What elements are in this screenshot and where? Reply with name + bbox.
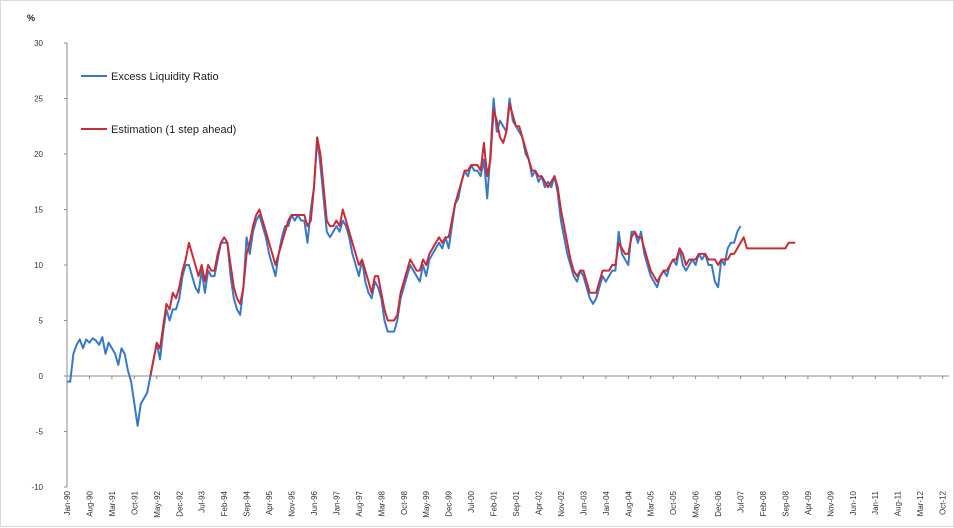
y-tick-label: 5 — [39, 317, 44, 326]
x-tick-label: Mar-12 — [916, 490, 925, 516]
x-tick-label: Jan-90 — [63, 490, 72, 515]
x-tick-label: Feb-08 — [759, 490, 768, 516]
x-tick-label: Jun-96 — [310, 490, 319, 515]
x-tick-label: Apr-09 — [804, 490, 813, 515]
x-tick-label: Jun-10 — [849, 490, 858, 515]
x-tick-label: Aug-97 — [355, 490, 364, 516]
x-tick-labels: Jan-90 Aug-90 Mar-91 Oct-91 May-92 Dec-92 Jul-… — [63, 376, 948, 518]
x-tick-label: May-92 — [153, 490, 162, 517]
x-tick-label: Jul-07 — [737, 490, 746, 512]
x-tick-label: Jun-03 — [579, 490, 588, 515]
y-tick-label: 10 — [34, 261, 43, 270]
y-tick-label: 30 — [34, 39, 43, 48]
x-tick-label: Nov-02 — [557, 490, 566, 516]
x-tick-label: Nov-09 — [826, 490, 835, 516]
x-tick-label: Dec-99 — [445, 490, 454, 516]
x-tick-label: Jul-00 — [467, 490, 476, 512]
legend: Excess Liquidity Ratio Estimation (1 step… — [81, 71, 236, 136]
x-tick-label: Sep-08 — [781, 490, 790, 516]
x-tick-label: Jul-93 — [198, 490, 207, 512]
y-tick-label: 25 — [34, 95, 43, 104]
legend-label: Excess Liquidity Ratio — [111, 71, 219, 83]
y-tick-label: 15 — [34, 206, 43, 215]
x-tick-label: Sep-94 — [243, 490, 252, 516]
x-tick-label: Mar-05 — [647, 490, 656, 516]
series-lines — [67, 97, 796, 427]
x-tick-label: Oct-12 — [939, 490, 948, 515]
x-tick-label: Oct-05 — [669, 490, 678, 515]
y-tick-labels: -10 -5 0 5 10 15 20 25 30 — [31, 39, 67, 492]
x-tick-label: Aug-04 — [624, 490, 633, 516]
y-tick-label: 0 — [39, 372, 44, 381]
x-tick-label: Jan-97 — [332, 490, 341, 515]
y-axis-unit-label: % — [27, 13, 35, 23]
x-tick-label: Jan-11 — [871, 490, 880, 514]
series-line-excess-liquidity-ratio — [67, 97, 742, 427]
y-tick-label: -10 — [31, 483, 43, 492]
x-tick-label: Oct-98 — [400, 490, 409, 515]
x-tick-label: Feb-94 — [220, 490, 229, 516]
x-tick-label: Mar-98 — [377, 490, 386, 516]
x-tick-label: Oct-91 — [130, 490, 139, 515]
x-tick-label: May-06 — [692, 490, 701, 517]
y-tick-label: 20 — [34, 150, 43, 159]
legend-label: Estimation (1 step ahead) — [111, 124, 236, 136]
x-tick-label: Feb-01 — [490, 490, 499, 516]
x-tick-label: Dec-06 — [714, 490, 723, 516]
x-tick-label: Nov-95 — [288, 490, 297, 516]
x-tick-label: Apr-02 — [534, 490, 543, 515]
y-tick-label: -5 — [36, 428, 44, 437]
x-tick-label: Jan-04 — [602, 490, 611, 515]
x-tick-label: Dec-92 — [175, 490, 184, 516]
series-line-estimation — [149, 103, 796, 377]
x-tick-label: Aug-90 — [85, 490, 94, 516]
x-tick-label: Mar-91 — [108, 490, 117, 516]
x-tick-label: Apr-95 — [265, 490, 274, 515]
x-tick-label: May-99 — [422, 490, 431, 517]
x-tick-label: Aug-11 — [894, 490, 903, 516]
x-tick-label: Sep-01 — [512, 490, 521, 516]
